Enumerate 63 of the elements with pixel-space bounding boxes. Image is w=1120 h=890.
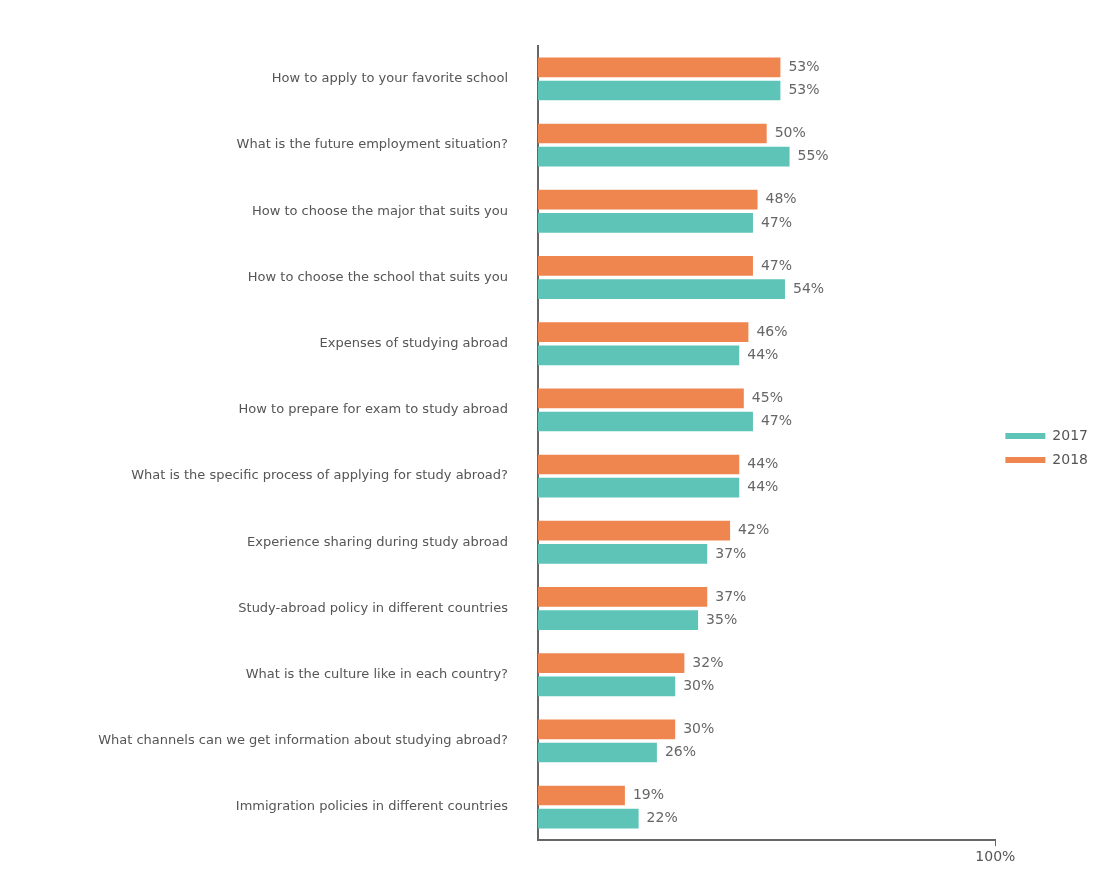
data-label: 47% — [760, 256, 793, 273]
bar — [538, 676, 676, 697]
data-label: 50% — [774, 124, 806, 141]
bar — [538, 808, 639, 829]
bar — [538, 80, 781, 101]
data-label: 30% — [683, 719, 715, 736]
legend-label: 2017 — [1052, 426, 1089, 443]
y-tick-label: Expenses of studying abroad — [319, 335, 508, 351]
y-tick-label: What is the specific process of applying for study abroad? — [131, 467, 508, 483]
data-label: 47% — [760, 412, 793, 429]
data-label: 55% — [797, 147, 829, 164]
y-tick-label: What is the future employment situation? — [236, 136, 508, 152]
y-tick-label: How to prepare for exam to study abroad — [238, 401, 508, 417]
bar — [538, 213, 753, 233]
y-tick-label: Immigration policies in different countries — [235, 798, 509, 814]
y-tick-label: What is the culture like in each country? — [245, 666, 508, 682]
bar — [538, 742, 657, 763]
bar — [538, 189, 758, 210]
bar — [538, 587, 708, 607]
bar — [538, 279, 785, 299]
data-label: 53% — [788, 57, 820, 74]
x-tick-label: 100% — [975, 848, 1016, 865]
bar — [538, 785, 625, 806]
data-label: 22% — [646, 809, 678, 826]
data-label: 44% — [747, 455, 779, 472]
y-tick-label: What channels can we get information about studying abroad? — [98, 732, 508, 748]
y-tick-label: How to apply to your favorite school — [271, 70, 508, 86]
bar — [538, 388, 744, 409]
data-label: 37% — [715, 544, 747, 561]
data-label: 44% — [747, 478, 779, 495]
data-label: 19% — [632, 786, 665, 803]
data-label: 35% — [706, 610, 738, 627]
bar — [538, 345, 740, 366]
bar — [538, 411, 753, 432]
y-tick-label: Study-abroad policy in different countries — [238, 599, 509, 615]
data-label: 42% — [738, 521, 770, 538]
bar — [538, 123, 767, 144]
data-label: 53% — [788, 81, 820, 98]
bar — [538, 57, 781, 78]
bar — [538, 610, 699, 630]
bar — [538, 256, 753, 276]
y-tick-label: Experience sharing during study abroad — [247, 533, 508, 549]
data-label: 37% — [715, 587, 747, 604]
bar — [538, 146, 790, 167]
bar — [538, 477, 740, 498]
bar — [538, 719, 676, 740]
data-label: 44% — [747, 345, 779, 362]
data-label: 45% — [751, 388, 783, 405]
data-label: 30% — [683, 676, 715, 693]
bar — [538, 544, 708, 564]
y-tick-label: How to choose the school that suits you — [247, 268, 508, 284]
bar — [538, 653, 685, 673]
data-label: 54% — [792, 279, 825, 296]
data-label: 26% — [664, 743, 697, 760]
data-label: 32% — [692, 653, 724, 670]
bar — [538, 454, 740, 475]
bar — [538, 520, 731, 541]
legend-label: 2018 — [1052, 450, 1089, 467]
bar — [538, 322, 749, 342]
data-label: 46% — [756, 322, 788, 339]
y-tick-label: How to choose the major that suits you — [251, 202, 508, 218]
data-label: 47% — [760, 213, 793, 230]
data-label: 48% — [765, 190, 797, 207]
